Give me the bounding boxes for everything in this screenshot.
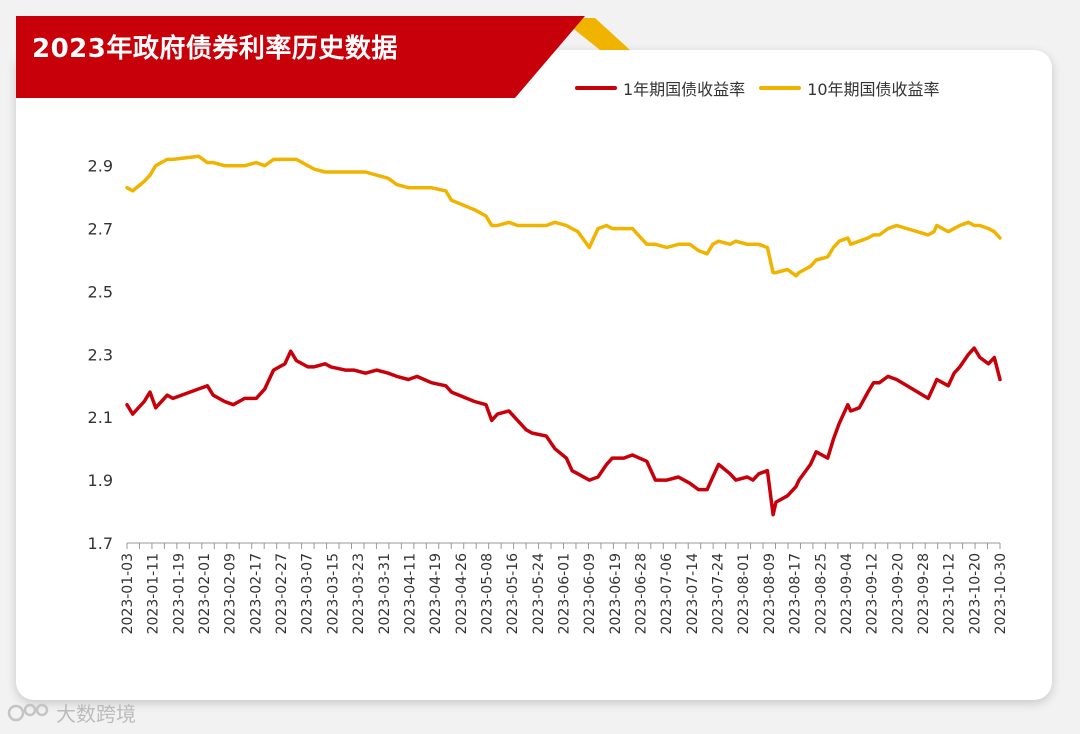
x-tick-label: 2023-02-27 <box>274 553 290 634</box>
page-title: 2023年政府债券利率历史数据 <box>32 34 398 64</box>
x-tick-label: 2023-02-09 <box>223 553 239 634</box>
x-tick-label: 2023-07-24 <box>711 553 727 634</box>
y-tick-label: 2.1 <box>88 408 113 427</box>
brand-logo-icon <box>7 703 49 721</box>
series-line-10y <box>125 154 1002 278</box>
x-tick-label: 2023-04-19 <box>428 553 444 634</box>
x-tick-label: 2023-05-16 <box>505 553 521 634</box>
series-line-1y <box>125 346 1002 517</box>
watermark: 大数跨境 <box>6 698 136 727</box>
banner-accent <box>560 18 630 50</box>
x-tick-label: 2023-07-06 <box>659 553 675 634</box>
y-tick-label: 2.9 <box>88 157 113 176</box>
x-tick-label: 2023-04-11 <box>402 553 418 634</box>
x-tick-label: 2023-10-12 <box>942 553 958 634</box>
x-tick-label: 2023-09-12 <box>865 553 881 634</box>
x-tick-label: 2023-01-03 <box>120 553 136 634</box>
y-tick-label: 2.5 <box>88 282 113 301</box>
x-tick-label: 2023-05-08 <box>479 553 495 634</box>
x-tick-label: 2023-01-11 <box>146 553 162 634</box>
x-tick-label: 2023-10-30 <box>993 553 1009 634</box>
x-tick-label: 2023-04-26 <box>454 553 470 634</box>
x-tick-label: 2023-03-15 <box>325 553 341 634</box>
chart-legend: 1年期国债收益率 10年期国债收益率 <box>575 76 954 100</box>
x-tick-label: 2023-06-01 <box>557 553 573 634</box>
x-tick-label: 2023-05-24 <box>531 553 547 634</box>
x-tick-label: 2023-06-28 <box>634 553 650 634</box>
y-tick-label: 2.3 <box>88 345 113 364</box>
watermark-text: 大数跨境 <box>56 702 136 726</box>
x-tick-label: 2023-07-14 <box>685 553 701 634</box>
legend-item-10y: 10年期国债收益率 <box>759 76 940 100</box>
x-tick-label: 2023-03-31 <box>377 553 393 634</box>
x-tick-label: 2023-03-23 <box>351 553 367 634</box>
x-tick-label: 2023-06-09 <box>582 553 598 634</box>
x-tick-label: 2023-06-19 <box>608 553 624 634</box>
y-tick-label: 2.7 <box>88 220 113 239</box>
y-tick-label: 1.7 <box>88 534 113 553</box>
x-tick-label: 2023-02-17 <box>248 553 264 634</box>
x-tick-label: 2023-08-25 <box>813 553 829 634</box>
legend-label-10y: 10年期国债收益率 <box>807 80 940 99</box>
x-tick-label: 2023-10-20 <box>967 553 983 634</box>
x-tick-label: 2023-08-17 <box>788 553 804 634</box>
legend-item-1y: 1年期国债收益率 <box>575 76 745 100</box>
x-tick-label: 2023-08-09 <box>762 553 778 634</box>
title-banner <box>16 16 630 98</box>
x-tick-label: 2023-03-07 <box>300 553 316 634</box>
x-tick-label: 2023-09-28 <box>916 553 932 634</box>
x-tick-label: 2023-01-19 <box>171 553 187 634</box>
x-tick-label: 2023-09-04 <box>839 553 855 634</box>
legend-swatch-1y <box>575 86 617 90</box>
x-tick-label: 2023-02-01 <box>197 553 213 634</box>
legend-swatch-10y <box>759 86 802 90</box>
legend-label-1y: 1年期国债收益率 <box>623 80 746 99</box>
x-tick-label: 2023-08-01 <box>736 553 752 634</box>
banner-shape <box>16 16 585 98</box>
y-tick-label: 1.9 <box>88 471 113 490</box>
x-tick-label: 2023-09-20 <box>890 553 906 634</box>
